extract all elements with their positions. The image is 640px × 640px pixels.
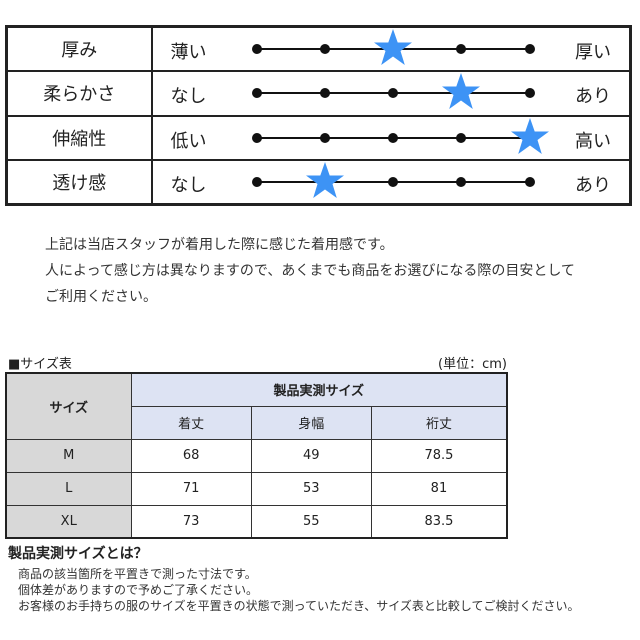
size-value: 83.5 (370, 504, 508, 539)
definition-text: 商品の該当箇所を平置きで測った寸法です。 個体差がありますので予めご了承ください… (18, 566, 579, 614)
definition-line: 個体差がありますので予めご了承ください。 (18, 583, 259, 597)
scale-dot (456, 177, 467, 187)
scale-high-label: 厚い (575, 42, 611, 63)
scale-dot (251, 132, 262, 143)
size-table-title: ■サイズ表 (8, 357, 72, 372)
feel-row: 伸縮性 低い 高い (5, 114, 632, 161)
scale-dot (524, 88, 535, 98)
scale-track (251, 29, 535, 65)
size-table-unit: (単位：cm) (438, 357, 507, 372)
scale-dot (524, 177, 535, 187)
size-value: 55 (250, 504, 372, 539)
feel-notes: 上記は当店スタッフが着用した際に感じた着用感です。 人によって感じ方は異なります… (45, 232, 575, 310)
star-icon (374, 29, 412, 65)
scale-dot (456, 132, 467, 143)
column-header: 着丈 (130, 405, 252, 440)
size-table: サイズ 製品実測サイズ 着丈 身幅 裄丈 M 68 49 78.5 L 71 53 81 XL 7… (5, 372, 508, 539)
column-header: 身幅 (250, 405, 372, 440)
star-icon (442, 73, 481, 109)
size-value: 71 (130, 471, 252, 506)
scale-low-label: なし (170, 175, 207, 196)
fabric-feel-table: 厚み 薄い 厚い 柔らかさ なし あり 伸縮性 低い 高い 透け感 なし あり (5, 25, 632, 206)
scale-dot (251, 88, 262, 98)
feel-attribute: 透け感 (5, 159, 153, 206)
size-value: 73 (130, 504, 252, 539)
size-value: 53 (250, 471, 372, 506)
scale-low-label: 薄い (170, 42, 207, 63)
scale-track (251, 162, 535, 198)
definition-line: お客様のお手持ちの服のサイズを平置きの状態で測っていただき、サイズ表と比較してご… (18, 599, 580, 613)
scale-dot (319, 132, 330, 143)
star-icon (510, 117, 549, 154)
star-icon (305, 162, 344, 198)
size-label: XL (5, 504, 132, 539)
note-line: 上記は当店スタッフが着用した際に感じた着用感です。 (45, 237, 394, 253)
feel-row: 厚み 薄い 厚い (5, 25, 632, 72)
scale-dot (456, 44, 467, 54)
scale-high-label: 高い (575, 130, 611, 152)
definition-title: 製品実測サイズとは？ (8, 546, 148, 562)
feel-scale: 低い 高い (150, 114, 632, 161)
scale-dot (251, 177, 262, 187)
size-row: M 68 49 78.5 (5, 438, 508, 473)
size-header: サイズ (5, 372, 132, 440)
size-value: 78.5 (370, 438, 508, 473)
size-row: L 71 53 81 (5, 471, 508, 506)
size-value: 68 (130, 438, 252, 473)
note-line: ご利用ください。 (45, 289, 157, 305)
definition-line: 商品の該当箇所を平置きで測った寸法です。 (18, 567, 257, 581)
feel-scale: なし あり (150, 159, 632, 206)
scale-high-label: あり (575, 175, 611, 196)
scale-track (251, 73, 535, 109)
size-value: 49 (250, 438, 372, 473)
scale-dot (319, 88, 330, 98)
scale-dot (388, 132, 398, 143)
scale-dot (319, 44, 330, 54)
size-label: L (5, 471, 132, 506)
feel-row: 柔らかさ なし あり (5, 70, 632, 117)
group-header: 製品実測サイズ (130, 372, 508, 407)
size-value: 81 (370, 471, 508, 506)
scale-dot (388, 88, 398, 98)
scale-dot (524, 44, 535, 54)
feel-attribute: 柔らかさ (5, 70, 153, 117)
feel-scale: 薄い 厚い (150, 25, 632, 72)
feel-scale: なし あり (150, 70, 632, 117)
feel-attribute: 厚み (5, 25, 153, 72)
scale-dot (388, 177, 398, 187)
scale-high-label: あり (575, 86, 611, 107)
scale-low-label: なし (170, 86, 207, 107)
scale-low-label: 低い (170, 130, 207, 152)
size-label: M (5, 438, 132, 473)
feel-row: 透け感 なし あり (5, 159, 632, 206)
scale-dot (251, 44, 262, 54)
scale-track (251, 117, 549, 154)
feel-attribute: 伸縮性 (5, 114, 153, 161)
column-header: 裄丈 (370, 405, 508, 440)
size-row: XL 73 55 83.5 (5, 504, 508, 539)
note-line: 人によって感じ方は異なりますので、あくまでも商品をお選びになる際の目安として (45, 263, 575, 279)
